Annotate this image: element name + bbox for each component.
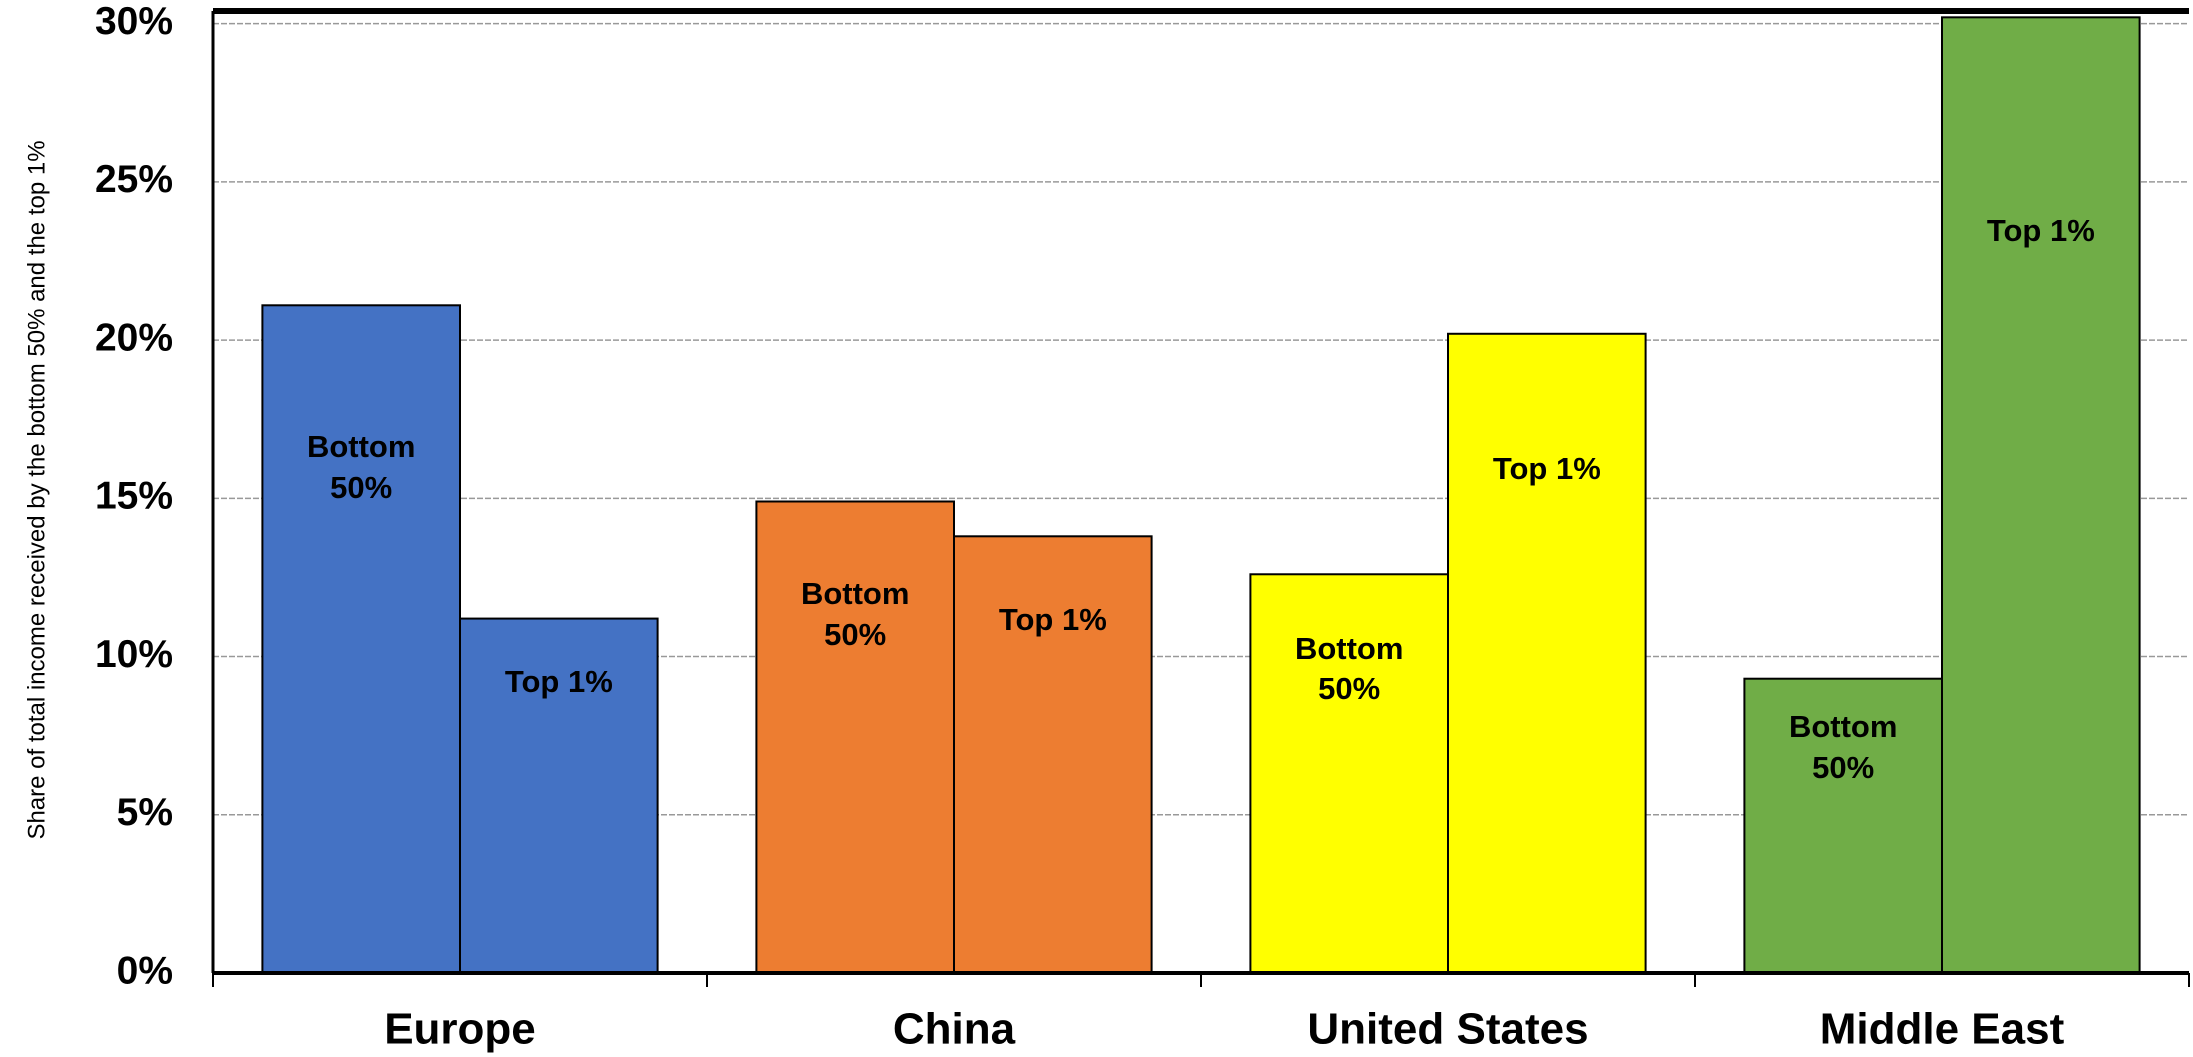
bar-label: Top 1% (1986, 213, 2095, 249)
x-tick-label: United States (1307, 1005, 1588, 1054)
x-tick-label: Europe (384, 1005, 536, 1054)
y-tick-label: 25% (95, 158, 173, 201)
bar (1941, 16, 2141, 975)
bar-label-box: Top 1% (504, 664, 613, 700)
bar (261, 304, 461, 974)
bar-label: Bottom 50% (1294, 630, 1404, 707)
bar-label: Bottom 50% (306, 429, 416, 505)
y-axis-label: Share of total income received by the bo… (23, 140, 50, 839)
bar-label-box: Top 1% (1492, 450, 1601, 486)
bar-label-box: Bottom 50% (1788, 709, 1898, 785)
bar-label: Bottom 50% (800, 576, 910, 652)
bar (953, 535, 1153, 974)
bar (755, 500, 956, 974)
y-tick-label: 10% (95, 633, 173, 676)
bar-label: Top 1% (504, 664, 613, 700)
x-tick-label: Middle East (1820, 1005, 2065, 1054)
bar-label-box: Bottom 50% (306, 429, 416, 505)
bar (1447, 332, 1647, 974)
y-tick-label: 5% (117, 791, 173, 834)
y-tick-label: 30% (95, 0, 173, 43)
y-tick-label: 15% (95, 475, 173, 518)
bar-label-box: Top 1% (998, 602, 1107, 638)
bar-label-box: Bottom 50% (1294, 630, 1404, 707)
x-tick-label: China (893, 1005, 1016, 1054)
y-tick-label: 0% (117, 949, 173, 992)
bar-label: Top 1% (1492, 450, 1601, 486)
bar-label-box: Top 1% (1986, 213, 2095, 249)
bar (459, 617, 659, 974)
bar-label: Top 1% (998, 602, 1107, 638)
bar-label: Bottom 50% (1788, 709, 1898, 785)
y-tick-label: 20% (95, 316, 173, 359)
bar-label-box: Bottom 50% (800, 576, 910, 652)
